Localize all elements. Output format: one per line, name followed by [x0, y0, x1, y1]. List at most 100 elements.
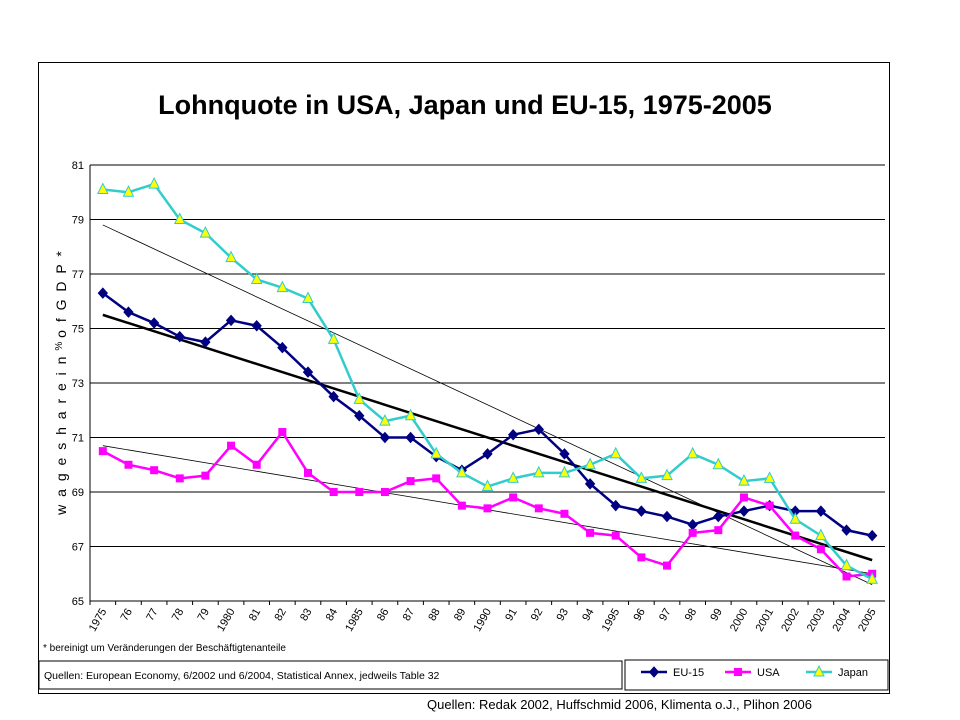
x-tick-91: 91 [503, 607, 520, 624]
y-tick-labels: 65 67 69 71 73 75 77 79 81 [72, 160, 84, 608]
point-japan-96 [635, 471, 648, 483]
x-tick-78: 78 [170, 607, 187, 624]
x-tick-94: 94 [580, 607, 597, 624]
point-eu-15-1990 [482, 448, 493, 460]
y-axis-label-pct: % [54, 342, 65, 351]
point-japan-78 [173, 212, 186, 224]
point-eu-15-78 [174, 330, 185, 343]
gridlines [89, 164, 885, 605]
point-usa-82 [278, 428, 287, 437]
legend-marker-japan [813, 664, 825, 677]
point-eu-15-1980 [225, 314, 237, 327]
point-usa-88 [432, 474, 441, 483]
point-usa-89 [457, 501, 466, 510]
point-usa-96 [637, 553, 646, 562]
x-tick-98: 98 [683, 607, 700, 624]
point-eu-15-86 [379, 431, 391, 444]
series-line-japan [102, 182, 873, 581]
point-eu-15-84 [328, 390, 339, 403]
x-tick-1985: 1985 [343, 607, 366, 634]
x-tick-labels: 1975 76 77 78 79 1980 81 82 83 84 1985 86 87 88 89 1990… [87, 607, 879, 634]
y-axis-label-main: w a g e s h a r e i n [53, 355, 69, 516]
x-tick-2005: 2005 [856, 607, 879, 634]
point-eu-15-83 [302, 366, 314, 378]
y-axis-label: w a g e s h a r e i n % o f G D P * [49, 249, 69, 516]
point-japan-87 [404, 408, 417, 421]
svg-text:w a g e s h a r e i n: w a g e s h a r e i n % o f G D P * [49, 249, 69, 516]
legend-label-usa: USA [757, 667, 780, 679]
point-eu-15-79 [200, 336, 211, 348]
point-eu-15-99 [713, 510, 724, 523]
trendlines [102, 224, 873, 586]
legend-label-japan: Japan [838, 667, 868, 679]
point-japan-98 [686, 446, 699, 459]
point-eu-15-77 [148, 317, 160, 329]
point-usa-99 [714, 526, 723, 535]
trendline-EU-15 [102, 313, 873, 562]
x-tick-1975: 1975 [87, 607, 110, 634]
y-tick-81: 81 [72, 160, 84, 172]
y-axis-label-tail: o f G D P * [53, 249, 69, 338]
point-usa-81 [252, 460, 261, 469]
x-tick-1990: 1990 [471, 607, 494, 634]
y-tick-67: 67 [72, 542, 84, 554]
point-japan-88 [430, 446, 443, 459]
point-usa-1995 [611, 531, 620, 540]
point-japan-1995 [609, 446, 622, 459]
point-eu-15-2005 [867, 529, 878, 542]
source-line: Quellen: Redak 2002, Huffschmid 2006, Kl… [427, 697, 812, 712]
x-tick-99: 99 [708, 607, 725, 624]
point-japan-2001 [763, 471, 776, 483]
x-tick-93: 93 [555, 607, 572, 624]
point-usa-86 [380, 488, 389, 496]
point-usa-78 [175, 474, 184, 483]
legend-marker-usa [734, 668, 742, 676]
point-usa-92 [534, 504, 543, 513]
point-eu-15-91 [507, 429, 519, 441]
point-eu-15-82 [277, 341, 288, 354]
point-eu-15-2004 [841, 524, 852, 536]
y-tick-77: 77 [72, 269, 84, 281]
point-japan-81 [250, 272, 263, 284]
point-usa-76 [124, 460, 133, 469]
series-lines [97, 176, 878, 584]
x-tick-82: 82 [272, 607, 289, 624]
point-eu-15-2000 [738, 505, 750, 517]
source-box: Quellen: European Economy, 6/2002 und 6/… [38, 660, 623, 690]
point-usa-1975 [98, 447, 107, 456]
point-usa-77 [150, 466, 159, 475]
point-usa-2000 [739, 493, 748, 502]
point-eu-15-81 [251, 320, 262, 332]
point-eu-15-97 [661, 510, 673, 523]
point-japan-91 [507, 471, 519, 483]
point-japan-2003 [815, 528, 827, 541]
point-eu-15-93 [559, 448, 570, 460]
point-usa-2001 [765, 501, 774, 510]
source-note: Quellen: European Economy, 6/2002 und 6/… [44, 670, 440, 682]
point-japan-1985 [353, 392, 366, 404]
x-tick-77: 77 [144, 607, 161, 624]
y-tick-75: 75 [72, 324, 84, 336]
point-usa-91 [509, 493, 518, 502]
point-eu-15-92 [533, 423, 544, 436]
point-japan-86 [379, 414, 391, 426]
point-japan-84 [327, 332, 340, 344]
point-japan-93 [558, 465, 571, 478]
point-japan-2002 [789, 512, 802, 524]
point-eu-15-98 [687, 518, 698, 531]
point-eu-15-94 [584, 478, 596, 490]
x-tick-87: 87 [401, 607, 418, 624]
y-tick-79: 79 [72, 215, 84, 227]
point-usa-79 [201, 471, 210, 480]
footnote: * bereinigt um Veränderungen der Beschäf… [43, 643, 286, 654]
point-japan-97 [661, 468, 673, 481]
point-japan-2000 [738, 473, 750, 486]
point-usa-2003 [816, 545, 825, 554]
y-tick-73: 73 [72, 378, 84, 390]
point-usa-84 [329, 488, 338, 496]
x-tick-96: 96 [631, 607, 648, 624]
x-tick-2001: 2001 [754, 607, 777, 634]
point-japan-82 [276, 280, 289, 293]
point-eu-15-1975 [97, 287, 108, 299]
